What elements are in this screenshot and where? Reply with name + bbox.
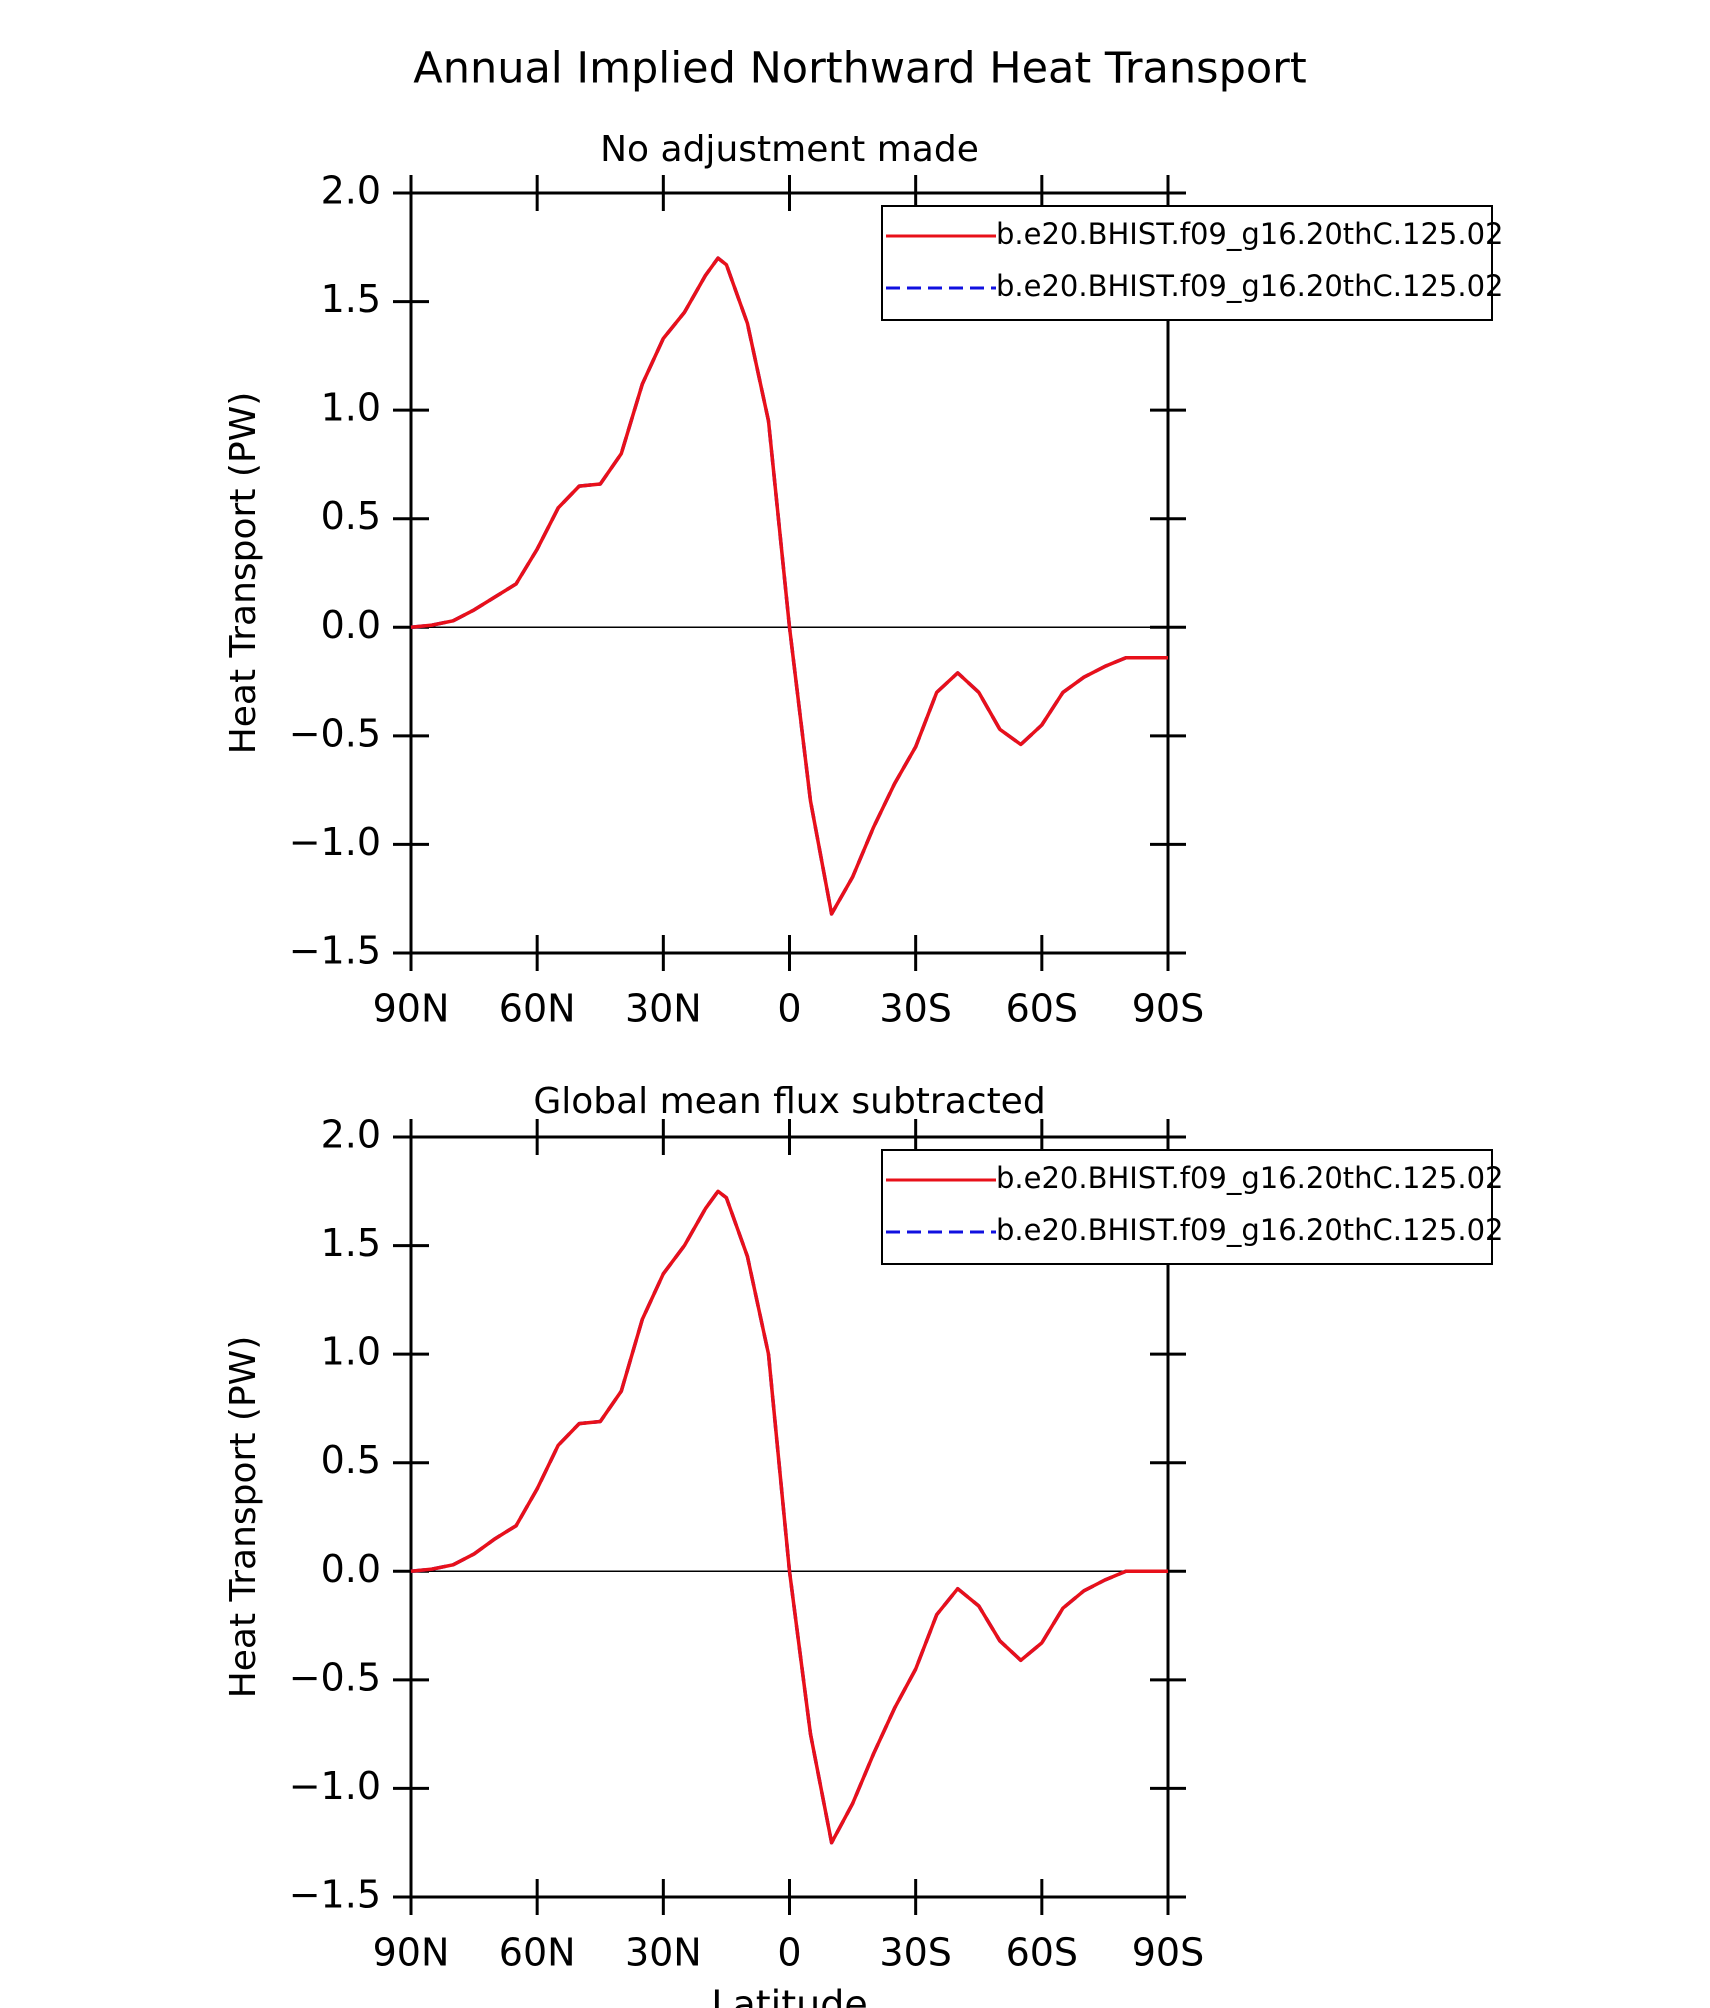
y-tick-label: −1.5 <box>289 1873 381 1917</box>
x-tick-label: 90N <box>373 1931 450 1975</box>
plot-frame <box>409 191 1170 955</box>
series-line <box>410 1189 1168 1845</box>
plot-frame <box>409 1135 1170 1899</box>
legend-box <box>881 1149 1493 1265</box>
x-tick-label: 60N <box>499 987 576 1031</box>
x-tick-label: 60S <box>1006 1931 1078 1975</box>
x-tick-label: 0 <box>777 1931 801 1975</box>
y-tick-label: −1.0 <box>289 1764 381 1808</box>
y-axis-label: Heat Transport (PW) <box>223 392 264 755</box>
y-tick-label: −1.0 <box>289 820 381 864</box>
legend-label: b.e20.BHIST.f09_g16.20thC.125.02 <box>996 269 1503 303</box>
legend-box <box>881 205 1493 321</box>
subtitle: No adjustment made <box>600 129 979 170</box>
y-tick-label: −0.5 <box>289 711 381 755</box>
y-tick-label: 0.5 <box>321 1438 381 1482</box>
y-tick-label: 1.5 <box>321 1221 381 1265</box>
y-tick-label: 2.0 <box>321 169 381 213</box>
x-tick-label: 30S <box>879 1931 951 1975</box>
series-line <box>410 256 1168 916</box>
main-title: Annual Implied Northward Heat Transport <box>413 44 1306 94</box>
legend-label: b.e20.BHIST.f09_g16.20thC.125.02 <box>996 1161 1503 1195</box>
x-tick-label: 30N <box>625 987 702 1031</box>
y-tick-label: 2.0 <box>321 1113 381 1157</box>
y-tick-label: 1.0 <box>321 1330 381 1374</box>
y-tick-label: 0.0 <box>321 1547 381 1591</box>
subtitle: Global mean flux subtracted <box>533 1081 1045 1122</box>
x-tick-label: 60N <box>499 1931 576 1975</box>
legend-label: b.e20.BHIST.f09_g16.20thC.125.02 <box>996 1213 1503 1247</box>
y-tick-label: −0.5 <box>289 1655 381 1699</box>
x-tick-label: 30N <box>625 1931 702 1975</box>
y-tick-label: 0.0 <box>321 603 381 647</box>
series-line <box>410 1189 1168 1845</box>
x-tick-label: 0 <box>777 987 801 1031</box>
y-tick-label: 1.5 <box>321 277 381 321</box>
x-tick-label: 90S <box>1132 1931 1204 1975</box>
x-axis-label: Latitude <box>711 1983 867 2008</box>
y-tick-label: −1.5 <box>289 929 381 973</box>
y-axis-label: Heat Transport (PW) <box>223 1336 264 1699</box>
x-tick-label: 90S <box>1132 987 1204 1031</box>
x-tick-label: 90N <box>373 987 450 1031</box>
x-tick-label: 60S <box>1006 987 1078 1031</box>
x-tick-label: 30S <box>879 987 951 1031</box>
series-line <box>410 256 1168 916</box>
y-tick-label: 1.0 <box>321 386 381 430</box>
y-tick-label: 0.5 <box>321 494 381 538</box>
legend-label: b.e20.BHIST.f09_g16.20thC.125.02 <box>996 217 1503 251</box>
